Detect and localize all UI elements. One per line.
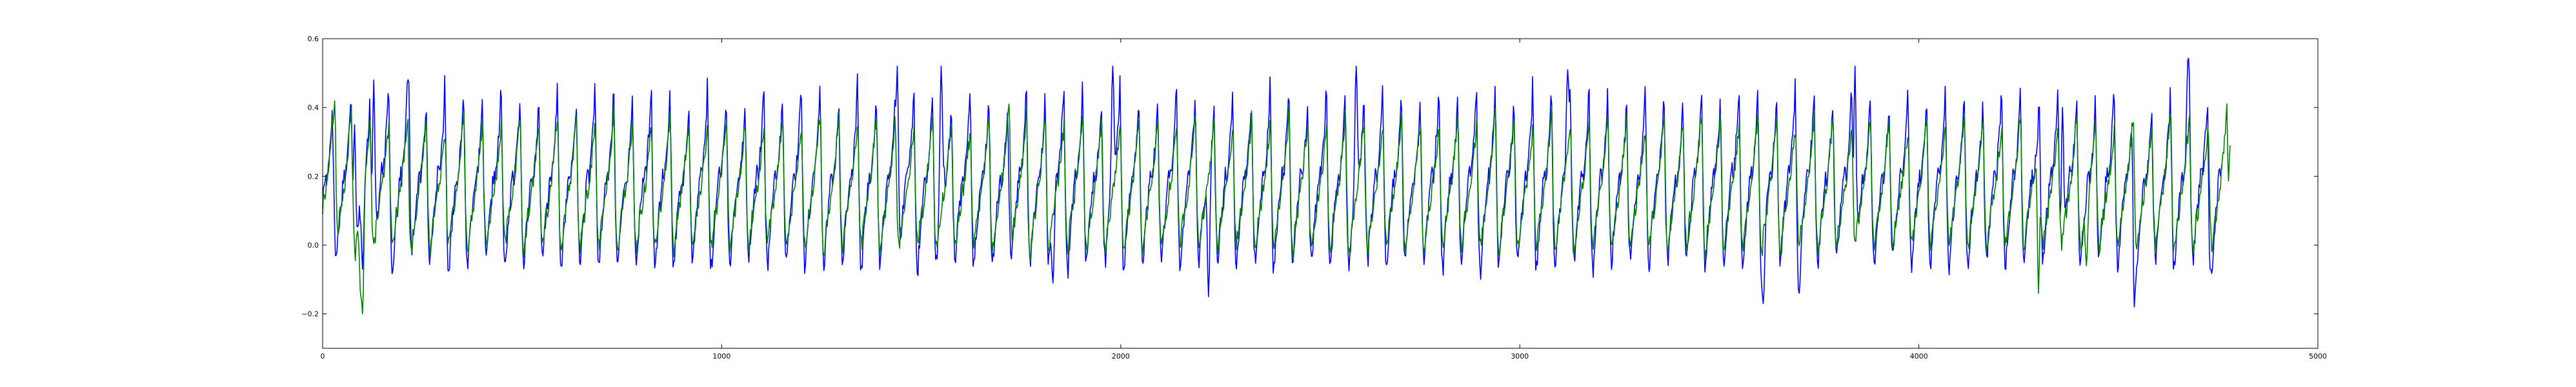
y-tick-label: 0.4 bbox=[308, 104, 319, 112]
x-tick-label: 5000 bbox=[2309, 352, 2327, 361]
x-tick-label: 3000 bbox=[1511, 352, 1529, 361]
y-tick-label: 0.6 bbox=[308, 35, 319, 43]
series-line-2 bbox=[322, 100, 2231, 315]
x-tick-label: 1000 bbox=[712, 352, 730, 361]
y-tick-label: 0.2 bbox=[308, 172, 319, 181]
series-layer bbox=[322, 57, 2231, 315]
y-tick-label: −0.2 bbox=[301, 310, 319, 319]
y-tick-label: 0.0 bbox=[308, 241, 319, 250]
x-axis: 0 1000 2000 3000 4000 5000 bbox=[321, 39, 2327, 361]
x-tick-label: 4000 bbox=[1910, 352, 1928, 361]
plot-background bbox=[323, 39, 2318, 348]
x-tick-label: 2000 bbox=[1112, 352, 1130, 361]
x-tick-label: 0 bbox=[321, 352, 325, 361]
plot-frame bbox=[322, 38, 2319, 349]
